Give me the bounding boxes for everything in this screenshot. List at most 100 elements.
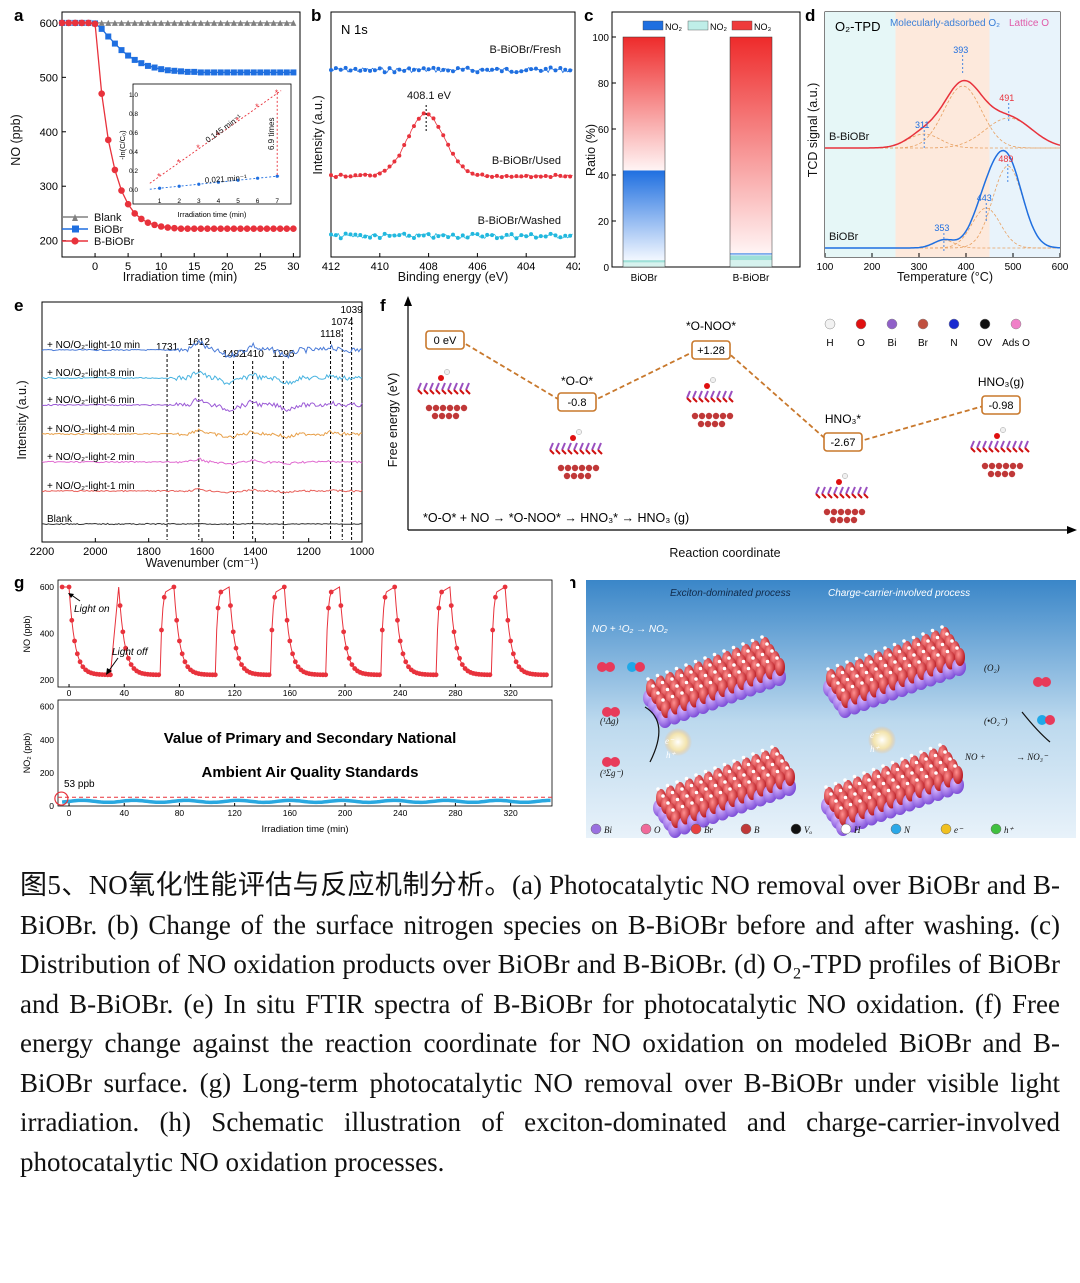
h-atom <box>895 767 900 772</box>
point-blank <box>118 19 125 26</box>
h-atom <box>857 781 862 786</box>
inset-y-tick: 0.8 <box>129 111 138 118</box>
br-atom <box>823 508 831 516</box>
h-atom <box>671 808 675 812</box>
o-atom <box>438 375 444 381</box>
energy-path-segment <box>724 349 830 443</box>
no-point <box>379 627 385 633</box>
panel-f-chart: f Free energy (eV) Reaction coordinate H… <box>380 296 1077 560</box>
used-point <box>363 172 368 177</box>
o-atom <box>704 383 710 389</box>
h-atom <box>775 769 780 774</box>
br-atom <box>844 508 852 516</box>
h-atom <box>765 755 770 760</box>
washed-point <box>436 234 441 239</box>
fresh-point <box>348 68 353 73</box>
energy-value: -0.98 <box>988 400 1013 412</box>
no-point <box>269 627 275 633</box>
h-atom <box>929 764 933 768</box>
washed-point <box>529 232 534 237</box>
h-eminus-2: e⁻ <box>870 730 880 740</box>
ftir-series-label: Blank <box>47 514 73 525</box>
washed-point <box>519 233 524 238</box>
used-point <box>519 174 524 179</box>
panel-e-chart: e 2200 2000 1800 1600 1400 1200 1000 1731 1612 1… <box>14 296 374 570</box>
panel-d-chart: d 100 200 300 400 500 600 311393491353443489 … <box>805 6 1069 284</box>
h-atom <box>751 656 755 660</box>
h-atom <box>893 660 897 664</box>
no-point <box>108 672 113 678</box>
inset-point <box>216 180 220 184</box>
h-atom <box>684 680 689 685</box>
point-b-biobr <box>157 223 165 230</box>
d-label-b-biobr: B-BiOBr <box>829 131 870 143</box>
y-tick-label: 60 <box>598 125 610 136</box>
used-point <box>368 173 373 178</box>
used-point <box>333 174 338 179</box>
x-tick-label: 2200 <box>30 546 54 558</box>
h-atom <box>746 649 750 653</box>
h-atom <box>689 687 694 692</box>
bond <box>549 442 554 451</box>
point-biobr <box>290 69 297 76</box>
h-atom <box>826 667 830 671</box>
h-atom <box>838 788 843 793</box>
y-tick-label: 300 <box>40 181 58 193</box>
no-point <box>544 672 549 678</box>
fresh-point <box>446 68 451 73</box>
h-atom <box>760 652 765 657</box>
h-atom <box>661 698 665 702</box>
fresh-point <box>460 67 465 72</box>
h-o2: (O₂) <box>984 663 1000 673</box>
bond <box>1006 440 1011 449</box>
br-atom <box>571 464 579 472</box>
washed-point <box>372 233 377 238</box>
inset-point: * <box>157 171 161 181</box>
used-point <box>329 173 333 178</box>
bond <box>1000 440 1005 449</box>
h-atom <box>679 673 684 678</box>
h-atom <box>876 774 881 779</box>
x-tick-label: 410 <box>371 261 389 273</box>
no-point <box>281 584 287 590</box>
used-point <box>353 173 358 178</box>
fresh-point <box>563 67 568 72</box>
h-atom <box>896 785 900 789</box>
h-atom <box>710 377 716 383</box>
bar-B-BiOBr-0 <box>730 260 772 267</box>
h-atom <box>912 653 916 657</box>
h-atom <box>877 792 881 796</box>
region-molecular-bg <box>895 12 990 257</box>
energy-box <box>691 340 731 360</box>
o2-atom <box>635 662 645 672</box>
h-atom <box>760 748 765 753</box>
o2-atom <box>1041 677 1051 687</box>
bond <box>704 390 709 399</box>
point-b-biobr <box>58 19 66 27</box>
no-point <box>171 584 177 590</box>
h-atom <box>945 649 950 654</box>
peak-temp-label: 393 <box>953 45 968 55</box>
h-atom <box>921 649 926 654</box>
used-point <box>548 174 553 179</box>
br-atom <box>691 412 699 420</box>
no-point <box>326 605 331 611</box>
ftir-series-label: + NO/O₂-light-2 min <box>47 452 135 463</box>
h-atom <box>888 670 893 675</box>
point-blank <box>171 19 178 26</box>
o-atom <box>994 433 1000 439</box>
no-point <box>510 651 516 657</box>
x-tick-label: 280 <box>448 688 462 698</box>
bond <box>686 390 691 399</box>
legend-blank: Blank <box>94 212 122 224</box>
h-atom <box>703 673 708 678</box>
fresh-point <box>548 65 553 70</box>
inset-x-tick: 1 <box>158 198 162 205</box>
x-tick-label: 40 <box>120 808 130 818</box>
peak-label: 408.1 eV <box>407 90 452 102</box>
fresh-point <box>363 67 368 72</box>
region-molecular: Molecularly-adsorbed O₂ <box>890 18 1000 29</box>
fresh-point <box>333 66 338 71</box>
h-atom <box>698 666 703 671</box>
h-atom <box>831 674 835 678</box>
